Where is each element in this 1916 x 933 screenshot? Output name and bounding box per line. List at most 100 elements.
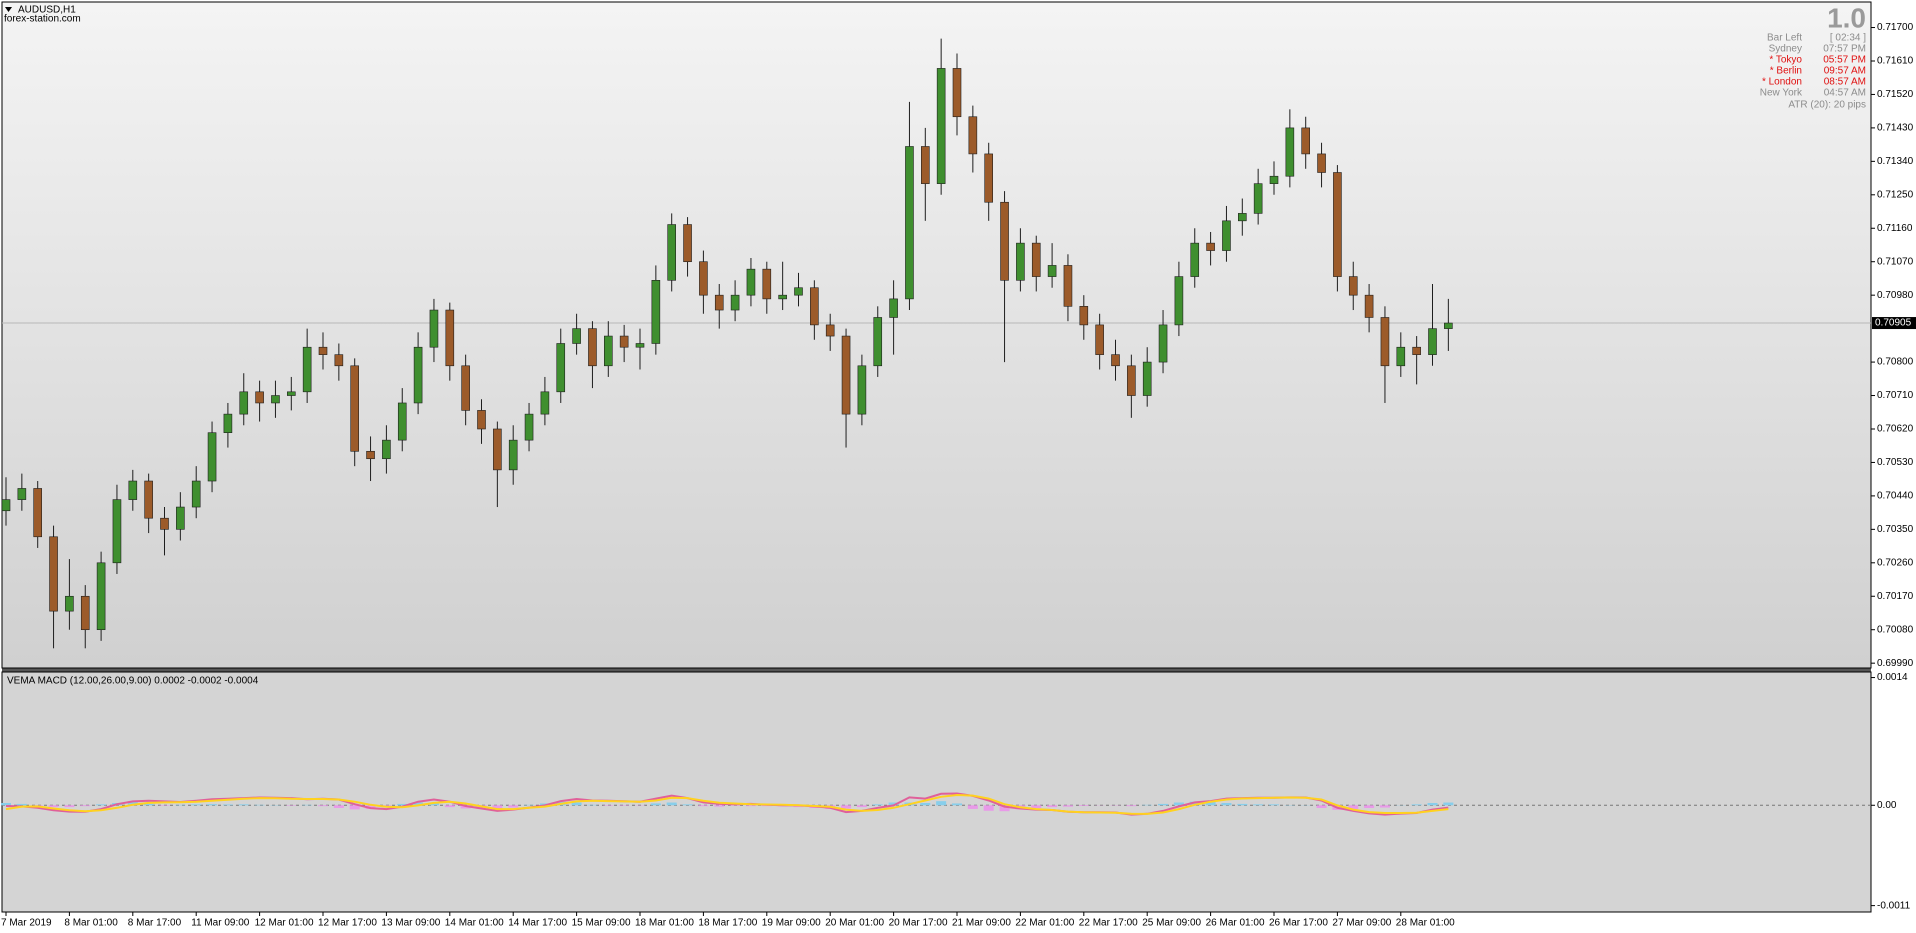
candle-body <box>366 450 375 460</box>
x-tick-label: 27 Mar 09:00 <box>1332 918 1391 929</box>
histogram-bar <box>666 802 677 806</box>
candle-body <box>1047 265 1057 277</box>
candle-body <box>1285 127 1295 177</box>
histogram-bar <box>920 802 931 806</box>
candle-body <box>191 480 201 508</box>
histogram-bar <box>492 805 503 810</box>
candle-body <box>1428 328 1437 355</box>
candle-body <box>271 395 280 404</box>
candle-body <box>144 480 153 519</box>
x-tick-label: 14 Mar 01:00 <box>445 918 504 929</box>
histogram-bar <box>841 805 852 809</box>
x-tick-label: 20 Mar 01:00 <box>825 918 884 929</box>
x-tick-label: 14 Mar 17:00 <box>508 918 567 929</box>
x-tick-label: 22 Mar 01:00 <box>1015 918 1074 929</box>
candle-body <box>889 298 898 318</box>
histogram-bar <box>650 803 661 806</box>
histogram-bar <box>698 805 709 807</box>
histogram-bar <box>444 805 455 808</box>
histogram-bar <box>745 805 756 807</box>
histogram-bar <box>1411 804 1422 806</box>
candle-body <box>746 268 756 296</box>
histogram-bar <box>1173 802 1184 806</box>
candle-body <box>730 294 740 311</box>
candle-body <box>80 595 90 631</box>
candle-body <box>1444 322 1453 329</box>
candle-body <box>1222 220 1231 251</box>
y-tick-label: -0.0011 <box>1877 900 1911 911</box>
histogram-bar <box>1062 805 1073 807</box>
candle-body <box>49 536 58 612</box>
candle-body <box>1301 127 1310 155</box>
candle-body <box>635 343 645 348</box>
candle-body <box>714 294 724 311</box>
candle-body <box>350 365 360 452</box>
candle-body <box>477 410 486 430</box>
histogram-bar <box>1126 805 1137 807</box>
histogram-bar <box>127 802 138 806</box>
x-tick-label: 21 Mar 09:00 <box>952 918 1011 929</box>
info-label: * Tokyo <box>1769 55 1802 66</box>
x-tick-label: 13 Mar 09:00 <box>381 918 440 929</box>
indicator-line <box>5 793 1449 815</box>
x-tick-label: 25 Mar 09:00 <box>1142 918 1201 929</box>
candle-body <box>508 439 518 471</box>
histogram-bar <box>1031 805 1042 809</box>
histogram-bar <box>999 805 1010 812</box>
candle-body <box>1333 172 1342 277</box>
histogram-bar <box>96 804 107 806</box>
histogram-bar <box>64 805 75 808</box>
x-tick-label: 15 Mar 09:00 <box>572 918 631 929</box>
y-tick-label: 0.71340 <box>1877 156 1914 167</box>
candle-body <box>286 391 296 396</box>
candle-body <box>128 480 138 500</box>
candle-body <box>1412 346 1421 355</box>
candle-body <box>1 499 11 512</box>
info-label: Bar Left <box>1767 33 1802 44</box>
candle-body <box>1016 242 1025 281</box>
histogram-bar <box>333 805 344 809</box>
candle-body <box>302 346 312 393</box>
candle-body <box>255 391 264 404</box>
candle-body <box>1127 365 1136 396</box>
info-value: 04:57 AM <box>1824 88 1866 99</box>
histogram-bar <box>207 804 218 806</box>
candle-body <box>1269 175 1279 184</box>
histogram-bar <box>1047 805 1058 808</box>
histogram-bar <box>1253 804 1264 806</box>
candle-body <box>936 68 946 184</box>
y-tick-label: 0.71520 <box>1877 89 1914 100</box>
x-tick-label: 26 Mar 17:00 <box>1269 918 1328 929</box>
candle-body <box>1111 354 1120 367</box>
y-tick-label: 0.70530 <box>1877 457 1914 468</box>
candle-body <box>794 287 803 296</box>
menu-arrow[interactable] <box>5 7 12 12</box>
histogram-bar <box>1427 802 1438 806</box>
x-tick-label: 12 Mar 01:00 <box>255 918 314 929</box>
y-tick-label: 0.71070 <box>1877 256 1914 267</box>
x-tick-label: 26 Mar 01:00 <box>1206 918 1265 929</box>
candle-body <box>176 506 185 530</box>
candle-body <box>461 365 470 411</box>
x-tick-label: 19 Mar 09:00 <box>762 918 821 929</box>
candle-body <box>1031 242 1041 277</box>
y-tick-label: 0.70620 <box>1877 424 1914 435</box>
candle-body <box>778 294 787 300</box>
candle-body <box>65 595 74 612</box>
candle-body <box>1142 361 1152 396</box>
x-tick-label: 20 Mar 17:00 <box>889 918 948 929</box>
candle-body <box>334 354 344 367</box>
candle-body <box>651 280 661 344</box>
candle-body <box>588 328 597 367</box>
current-price-label: 0.70905 <box>1875 318 1912 329</box>
candle-body <box>1190 242 1200 277</box>
y-tick-label: 0.00 <box>1877 800 1897 811</box>
histogram-bar <box>952 803 962 806</box>
candle-body <box>1317 153 1326 173</box>
candle-body <box>841 335 851 415</box>
indicator-pane <box>1 671 1872 913</box>
info-label: New York <box>1760 88 1803 99</box>
x-tick-label: 8 Mar 17:00 <box>128 918 182 929</box>
histogram-bar <box>872 804 883 806</box>
